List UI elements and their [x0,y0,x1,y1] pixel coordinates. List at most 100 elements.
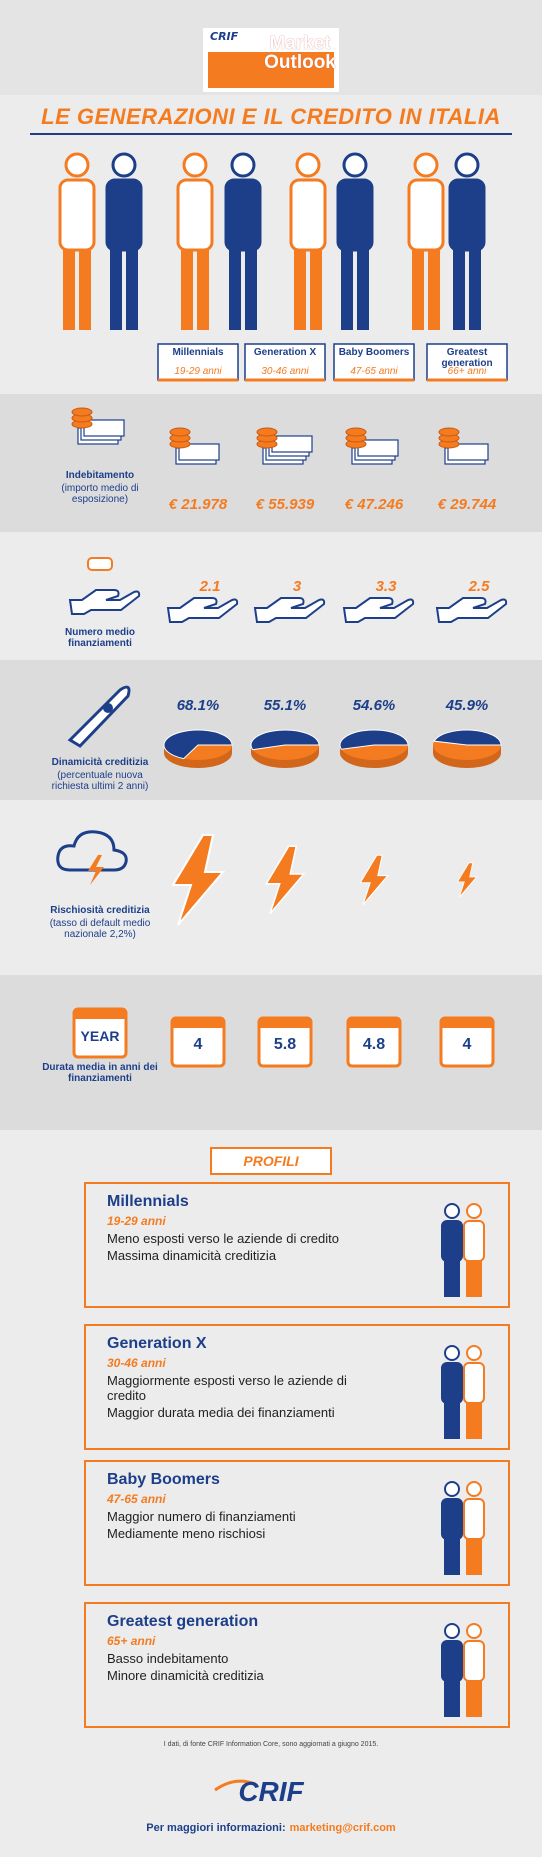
head [111,152,137,178]
footer: Per maggiori informazioni: marketing@crif… [0,1822,542,1834]
profile-head [466,1345,482,1361]
car-icon [87,557,113,571]
footer-email[interactable]: marketing@crif.com [289,1822,396,1834]
leg [310,250,322,330]
person-illustration [289,152,327,330]
footer-logo: CRIF [238,1776,304,1807]
head [454,152,480,178]
lightning [456,862,478,898]
dynamism-value: 45.9% [445,697,489,714]
profile-legs [466,1403,482,1439]
rocket-window [103,703,113,713]
loans-value: 3.3 [375,578,397,595]
calendar-top [259,1018,311,1028]
profile-line: Maggiormente esposti verso le aziende di… [107,1373,347,1403]
leg [229,250,241,330]
profile-head [444,1345,460,1361]
logo-brand: CRIF [210,30,239,43]
main-title: LE GENERAZIONI E IL CREDITO IN ITALIA [41,104,501,129]
banknote [447,443,489,461]
profile-age: 19-29 anni [107,1214,166,1228]
hand-icon [342,597,415,623]
row-label: Dinamicità creditizia [51,757,149,768]
footnote: I dati, di fonte CRIF Information Core, … [163,1741,379,1748]
indebtedness-value: € 47.246 [344,496,404,513]
leg [181,250,193,330]
profile-body [441,1498,463,1540]
person-illustration [105,152,143,330]
rocket-icon [67,685,131,748]
pie-slice [339,729,409,750]
head [230,152,256,178]
head [342,152,368,178]
leg [428,250,440,330]
profile-head [444,1623,460,1639]
generation-age: 30-46 anni [261,366,309,377]
head [64,152,90,178]
dynamism-value: 68.1% [176,697,220,714]
dynamism-value: 55.1% [263,697,307,714]
generation-age: 66+ anni [447,366,487,377]
banknote [271,435,313,453]
duration-value: 5.8 [273,1036,297,1053]
profile-head [466,1481,482,1497]
lightning [264,845,306,915]
generation-name: Baby Boomers [338,347,410,358]
leg [245,250,257,330]
torso [407,178,445,252]
logo-swoosh [214,1779,256,1792]
person-illustration [448,152,486,330]
profile-name: Generation X [107,1335,207,1352]
coin [71,407,93,417]
profile-box [84,1324,510,1450]
profile-box [84,1460,510,1586]
leg [63,250,75,330]
profile-age: 30-46 anni [107,1356,166,1370]
profile-name: Baby Boomers [107,1471,220,1488]
hand-icon [166,597,239,623]
duration-value: 4.8 [362,1036,386,1053]
row-label: Indebitamento [65,470,135,481]
loans-value: 2.1 [199,578,221,595]
row-label: Rischiosità creditizia [50,905,150,916]
profile-box [84,1602,510,1728]
torso [448,178,486,252]
lightning [359,854,389,906]
pie-slice [250,729,320,751]
profile-legs [444,1539,460,1575]
profile-head [466,1623,482,1639]
calendar-top [441,1018,493,1028]
generation-age: 19-29 anni [174,366,222,377]
pie-slice [433,729,502,746]
profile-age: 65+ anni [107,1634,156,1648]
generation-name: Generation X [253,347,317,358]
profile-legs [444,1403,460,1439]
profile-line: Maggior numero di finanziamenti [107,1509,296,1524]
head [413,152,439,178]
profile-age: 47-65 anni [107,1492,166,1506]
loans-value: 3 [292,578,302,595]
torso [58,178,96,252]
dynamism-value: 54.6% [352,697,396,714]
profiles-title: PROFILI [243,1153,299,1169]
profile-line: Basso indebitamento [107,1651,229,1666]
profile-legs [466,1681,482,1717]
profile-head [444,1203,460,1219]
person-illustration [224,152,262,330]
profile-body [441,1220,463,1262]
leg [453,250,465,330]
leg [469,250,481,330]
profile-head [444,1481,460,1497]
profile-body [441,1362,463,1404]
loans-value: 2.5 [468,578,490,595]
person-illustration [407,152,445,330]
profile-head [466,1203,482,1219]
duration-value: 4 [462,1036,472,1053]
indebtedness-value: € 55.939 [255,496,315,513]
calendar-icon-text: YEAR [80,1028,120,1044]
hand-icon [253,597,326,623]
leg [412,250,424,330]
profile-legs [466,1261,482,1297]
torso [224,178,262,252]
